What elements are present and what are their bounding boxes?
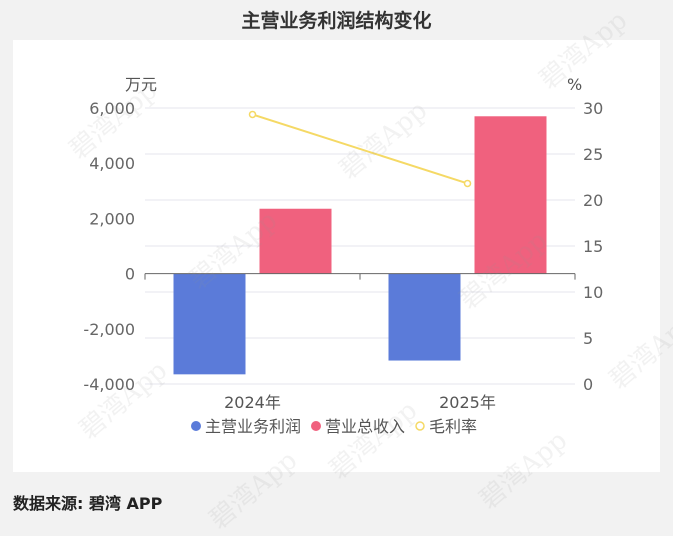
- chart-panel: -4,000 -2,000 0 2,000 4,000 6,000 0 5 10 15 20 25 30…: [13, 40, 660, 472]
- y-right-tick-label: 5: [583, 329, 593, 348]
- y-left-unit: 万元: [125, 75, 157, 94]
- legend-label: 毛利率: [429, 417, 477, 436]
- y-left-tick-label: 0: [125, 265, 135, 284]
- bar: [173, 273, 246, 375]
- data-source: 数据来源: 碧湾 APP: [13, 494, 163, 513]
- line-point: [463, 179, 472, 188]
- y-left-tick-label: 2,000: [89, 209, 135, 228]
- y-right-tick-label: 0: [583, 375, 593, 394]
- legend-marker: [415, 421, 425, 431]
- y-left-tick-label: -4,000: [83, 375, 135, 394]
- y-right-tick-label: 15: [583, 237, 603, 256]
- x-tick-label: 2025年: [439, 393, 496, 412]
- chart-title: 主营业务利润结构变化: [241, 10, 432, 32]
- line-series: [252, 113, 468, 185]
- legend-label: 主营业务利润: [205, 417, 301, 436]
- y-left-tick-label: -2,000: [83, 320, 135, 339]
- line-point: [248, 110, 257, 119]
- y-right-tick-label: 20: [583, 191, 603, 210]
- y-right-tick-label: 10: [583, 283, 603, 302]
- legend-marker: [191, 421, 201, 431]
- bar: [259, 208, 332, 274]
- y-left-tick-label: 4,000: [89, 154, 135, 173]
- legend-label: 营业总收入: [325, 417, 405, 436]
- bar: [388, 273, 461, 361]
- y-right-tick-label: 30: [583, 99, 603, 118]
- y-right-unit: %: [567, 75, 582, 94]
- legend-marker: [311, 421, 321, 431]
- y-left-tick-label: 6,000: [89, 99, 135, 118]
- bar: [474, 116, 547, 274]
- x-tick-label: 2024年: [224, 393, 281, 412]
- y-right-tick-label: 25: [583, 145, 603, 164]
- chart-svg: -4,000 -2,000 0 2,000 4,000 6,000 0 5 10 15 20 25 30…: [83, 75, 603, 436]
